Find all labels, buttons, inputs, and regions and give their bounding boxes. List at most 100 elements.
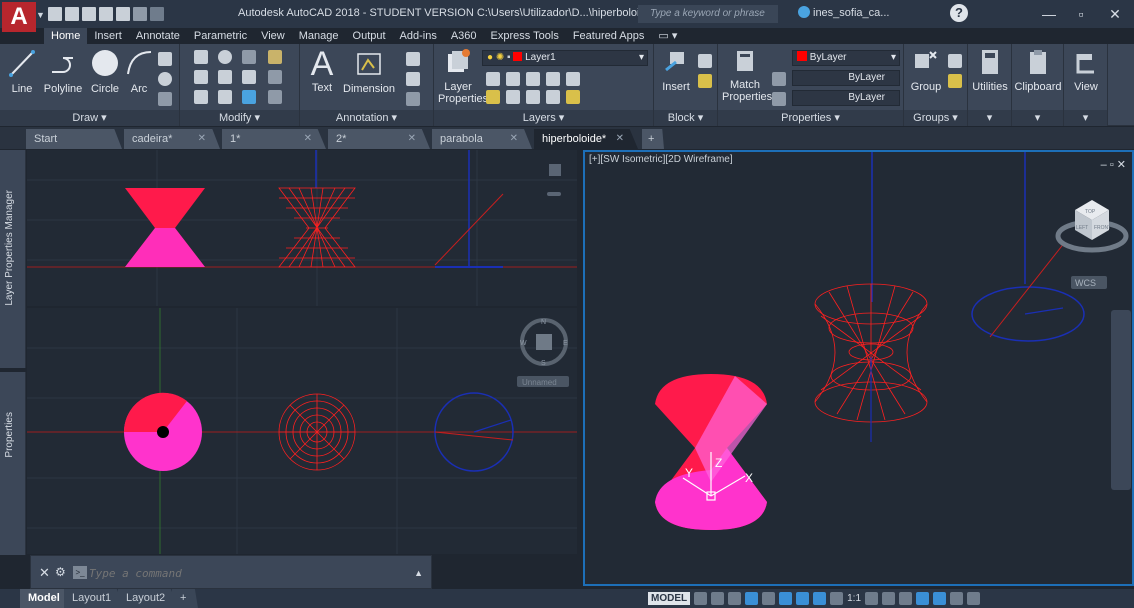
app-menu-caret-icon[interactable]: ▼ xyxy=(36,10,45,20)
layer-tool-3-icon[interactable] xyxy=(526,72,540,86)
scale-icon[interactable] xyxy=(218,90,232,104)
auto-scale-icon[interactable] xyxy=(830,592,844,605)
leader-icon[interactable] xyxy=(406,72,420,86)
doc-tab-hiperboloide[interactable]: hiperboloide* ✕ xyxy=(534,129,638,149)
layer-tool-9-icon[interactable] xyxy=(546,90,560,104)
tab-parametric[interactable]: Parametric xyxy=(193,30,248,42)
command-input[interactable] xyxy=(89,562,409,584)
doc-tab-start[interactable]: Start xyxy=(26,129,122,149)
wrench-icon[interactable]: ⚙ xyxy=(55,565,66,579)
plot-icon[interactable] xyxy=(116,7,130,21)
clipboard-caret[interactable]: ▾ xyxy=(1012,110,1063,126)
linear-dim-icon[interactable] xyxy=(406,52,420,66)
layers-group-title[interactable]: Layers ▾ xyxy=(434,110,653,126)
utilities-button[interactable]: Utilities xyxy=(970,48,1010,93)
annotation-visibility-icon[interactable] xyxy=(813,592,827,605)
ellipse-icon[interactable] xyxy=(158,72,172,86)
properties-palette[interactable]: Properties xyxy=(0,372,26,555)
tab-layout1[interactable]: Layout1 xyxy=(64,589,124,608)
viewport-window-controls[interactable]: – ▫ ✕ xyxy=(1100,159,1126,171)
ungroup-icon[interactable] xyxy=(948,54,962,68)
units-icon[interactable] xyxy=(899,592,913,605)
wcs-button[interactable] xyxy=(1071,276,1107,289)
tab-manage[interactable]: Manage xyxy=(298,30,339,42)
close-icon[interactable]: ✕ xyxy=(407,133,416,144)
layer-tool-1-icon[interactable] xyxy=(486,72,500,86)
color-dropdown[interactable]: ByLayer ▾ xyxy=(792,50,900,66)
polar-icon[interactable] xyxy=(745,592,759,605)
move-icon[interactable] xyxy=(194,50,208,64)
doc-tab-1[interactable]: 1* ✕ xyxy=(222,129,326,149)
new-icon[interactable] xyxy=(48,7,62,21)
close-icon[interactable]: ✕ xyxy=(615,133,624,144)
copy-icon[interactable] xyxy=(194,70,208,84)
annotation-group-title[interactable]: Annotation ▾ xyxy=(300,110,433,126)
close-icon[interactable]: ✕ xyxy=(509,133,518,144)
fillet-icon[interactable] xyxy=(242,70,256,84)
layer-tool-8-icon[interactable] xyxy=(526,90,540,104)
new-tab-button[interactable]: + xyxy=(642,129,664,149)
scrollbar-handle[interactable] xyxy=(547,192,561,196)
rectangle-icon[interactable] xyxy=(158,52,172,66)
layer-properties-button[interactable]: Layer Properties xyxy=(438,48,488,105)
layer-tool-5-icon[interactable] xyxy=(566,72,580,86)
draw-group-title[interactable]: Draw ▾ xyxy=(0,110,179,126)
object-snap-icon[interactable] xyxy=(796,592,810,605)
keyword-search-input[interactable]: Type a keyword or phrase xyxy=(638,5,778,23)
layer-tool-10-icon[interactable] xyxy=(566,90,580,104)
help-icon[interactable]: ? xyxy=(950,4,968,22)
layer-tool-4-icon[interactable] xyxy=(546,72,560,86)
grid-icon[interactable] xyxy=(694,592,708,605)
layer-properties-palette[interactable]: Layer Properties Manager xyxy=(0,150,26,368)
navigation-compass[interactable]: N S E W xyxy=(520,318,568,367)
array-icon[interactable] xyxy=(242,90,256,104)
tab-express-tools[interactable]: Express Tools xyxy=(490,30,559,42)
user-account[interactable]: ines_sofia_ca... xyxy=(798,6,889,19)
edit-block-icon[interactable] xyxy=(698,74,712,88)
close-button[interactable]: ✕ xyxy=(1109,6,1121,22)
hatch-icon[interactable] xyxy=(158,92,172,106)
isodraft-icon[interactable] xyxy=(762,592,776,605)
minimize-button[interactable]: — xyxy=(1042,6,1056,22)
view-caret[interactable]: ▾ xyxy=(1064,110,1107,126)
modify-group-title[interactable]: Modify ▾ xyxy=(180,110,299,126)
tab-annotate[interactable]: Annotate xyxy=(135,30,180,42)
insert-button[interactable]: Insert xyxy=(656,48,696,93)
viewport-top[interactable]: N S E W Unnamed xyxy=(27,308,577,554)
viewport-front[interactable] xyxy=(27,150,577,306)
view-button[interactable]: View xyxy=(1066,48,1106,93)
mirror-icon[interactable] xyxy=(218,70,232,84)
viewcube[interactable]: TOP LEFT FRONT xyxy=(1055,200,1129,253)
tab-add-ins[interactable]: Add-ins xyxy=(399,30,437,42)
properties-group-title[interactable]: Properties ▾ xyxy=(718,110,903,126)
create-block-icon[interactable] xyxy=(698,54,712,68)
doc-tab-cadeira[interactable]: cadeira* ✕ xyxy=(124,129,220,149)
customization-menu-icon[interactable] xyxy=(967,592,981,605)
annotation-scale[interactable]: 1:1 xyxy=(847,593,862,604)
clipboard-button[interactable]: Clipboard xyxy=(1014,48,1062,93)
tab-output[interactable]: Output xyxy=(352,30,386,42)
ortho-icon[interactable] xyxy=(728,592,742,605)
maximize-button[interactable]: ▫ xyxy=(1078,6,1084,22)
save-as-icon[interactable] xyxy=(99,7,113,21)
lineweight-dropdown[interactable]: ByLayer xyxy=(792,90,900,106)
close-icon[interactable]: ✕ xyxy=(303,133,312,144)
layer-dropdown[interactable]: ● ✺ ▪ Layer1 ▾ xyxy=(482,50,648,66)
stretch-icon[interactable] xyxy=(194,90,208,104)
dimension-button[interactable]: Dimension xyxy=(340,48,398,95)
prompt-icon[interactable]: >_ xyxy=(73,566,87,579)
layer-tool-7-icon[interactable] xyxy=(506,90,520,104)
quick-properties-icon[interactable] xyxy=(916,592,930,605)
trim-icon[interactable] xyxy=(242,50,256,64)
arc-button[interactable]: Arc xyxy=(124,48,154,95)
group-button[interactable]: Group xyxy=(906,48,946,93)
group-edit-icon[interactable] xyxy=(948,74,962,88)
doc-tab-parabola[interactable]: parabola ✕ xyxy=(432,129,532,149)
line-button[interactable]: Line xyxy=(4,48,40,95)
tab-more[interactable]: ▭ ▾ xyxy=(658,30,678,42)
viewport-isometric[interactable]: [+][SW Isometric][2D Wireframe] – ▫ ✕ xyxy=(583,150,1134,586)
linetype-dropdown[interactable]: ByLayer xyxy=(792,70,900,86)
fullscreen-icon[interactable] xyxy=(950,592,964,605)
rotate-icon[interactable] xyxy=(218,50,232,64)
tab-insert[interactable]: Insert xyxy=(94,30,122,42)
